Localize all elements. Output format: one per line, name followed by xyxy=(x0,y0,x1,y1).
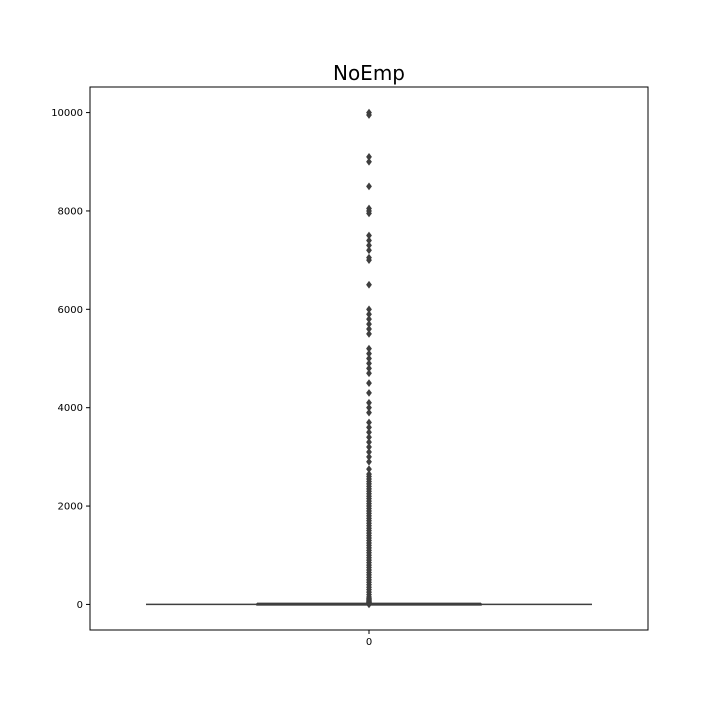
x-tick-label: 0 xyxy=(366,637,372,648)
outlier-point xyxy=(366,330,372,338)
outlier-point xyxy=(366,157,372,166)
outlier-point xyxy=(366,209,372,218)
y-tick-label: 8000 xyxy=(58,206,83,217)
outlier-point xyxy=(366,280,372,289)
outlier-point xyxy=(366,379,372,387)
outlier-point xyxy=(366,246,372,255)
plot-area: 0 2000 4000 6000 8000 10000 0 xyxy=(51,86,649,648)
y-tick-label: 6000 xyxy=(58,305,83,316)
outlier-point xyxy=(366,457,372,466)
outlier-point xyxy=(366,111,372,119)
outlier-point xyxy=(366,389,372,397)
outlier-point xyxy=(366,369,372,378)
outlier-point xyxy=(366,256,372,264)
y-tick-label: 10000 xyxy=(51,108,83,119)
outlier-point xyxy=(366,600,372,609)
outlier-point xyxy=(366,182,372,191)
y-tick-label: 0 xyxy=(77,600,83,611)
y-tick-label: 2000 xyxy=(58,502,83,513)
y-tick-label: 4000 xyxy=(58,403,83,414)
chart-title: NoEmp xyxy=(333,61,405,85)
outlier-point xyxy=(366,408,372,417)
